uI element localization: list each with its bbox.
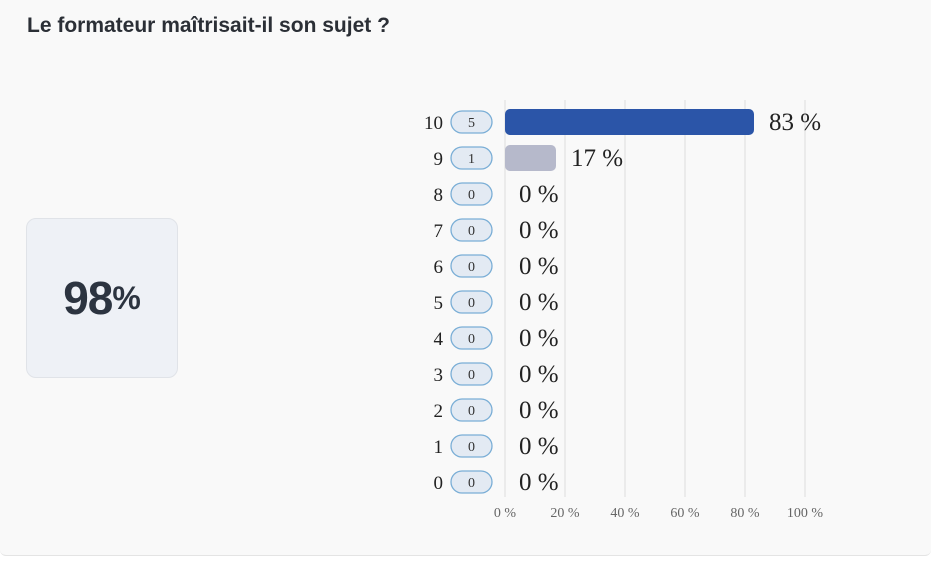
count-pill [450,110,493,134]
x-tick-label: 0 % [494,506,517,521]
value-label: 0 % [519,397,559,424]
score-box: 98% [26,218,178,378]
value-label: 0 % [519,325,559,352]
category-label: 7 [434,221,444,242]
count-pill [450,218,493,242]
category-label: 4 [434,329,444,350]
count-label: 0 [468,224,475,239]
x-tick-label: 20 % [550,506,580,521]
value-label: 0 % [519,217,559,244]
value-label: 83 % [769,109,821,136]
x-tick-label: 100 % [787,506,824,521]
count-pill [450,470,493,494]
count-pill [450,398,493,422]
category-label: 5 [434,293,444,314]
x-tick-label: 60 % [670,506,700,521]
value-label: 0 % [519,181,559,208]
value-label: 0 % [519,361,559,388]
count-label: 0 [468,368,475,383]
count-pill [450,362,493,386]
category-label: 6 [434,257,444,278]
value-label: 17 % [571,145,623,172]
category-label: 2 [434,401,444,422]
x-tick-label: 40 % [610,506,640,521]
count-label: 0 [468,440,475,455]
count-label: 0 [468,404,475,419]
question-title: Le formateur maîtrisait-il son sujet ? [27,14,390,37]
count-label: 0 [468,296,475,311]
value-label: 0 % [519,433,559,460]
count-label: 0 [468,332,475,347]
count-pill [450,290,493,314]
count-pill [450,146,493,170]
count-label: 0 [468,188,475,203]
score-unit: % [112,279,141,316]
count-pill [450,326,493,350]
bar [505,109,754,135]
count-label: 5 [468,116,475,131]
x-tick-label: 80 % [730,506,760,521]
category-label: 0 [434,473,444,494]
count-pill [450,182,493,206]
category-label: 8 [434,185,444,206]
value-label: 0 % [519,253,559,280]
score-value: 98 [63,272,113,324]
count-pill [450,434,493,458]
category-label: 1 [434,437,444,458]
count-label: 0 [468,476,475,491]
count-label: 1 [468,152,475,167]
category-label: 3 [434,365,444,386]
value-label: 0 % [519,469,559,496]
bar [505,145,556,171]
value-label: 0 % [519,289,559,316]
category-label: 9 [434,149,444,170]
category-label: 10 [424,113,443,134]
count-pill [450,254,493,278]
count-label: 0 [468,260,475,275]
